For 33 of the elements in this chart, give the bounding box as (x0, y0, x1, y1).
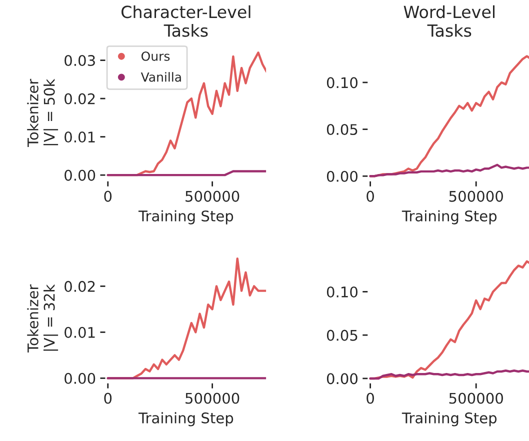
x-tick-label: 0 (366, 190, 374, 202)
x-axis-title: Training Step (138, 412, 234, 426)
x-tick-label: 0 (104, 392, 112, 404)
legend-label: Ours (142, 51, 170, 61)
x-tick-label: 500000 (186, 190, 240, 202)
x-tick-label: 500000 (186, 392, 240, 404)
y-tick-label: 0.03 (64, 55, 95, 66)
x-tick-label: 500000 (449, 392, 503, 404)
chart-title: Word-Level Tasks (404, 5, 495, 37)
y-tick-label: 0.01 (64, 326, 95, 338)
line-series (369, 370, 529, 380)
x-tick-label: 0 (366, 392, 374, 404)
y-tick-label: 0.05 (326, 124, 358, 136)
y-tick-label: 0.00 (326, 373, 358, 384)
y-tick-label: 0.02 (64, 280, 95, 292)
y-tick-label: 0.00 (64, 372, 96, 384)
x-tick-label: 0 (104, 190, 112, 202)
x-axis-title: Training Step (402, 412, 497, 426)
y-tick-label: 0.05 (326, 330, 358, 341)
x-axis-title: Training Step (138, 210, 234, 224)
y-axis-title: Tokenizer |V| = 50k (27, 78, 58, 148)
y-tick-label: 0.10 (326, 77, 358, 88)
y-tick-label: 0.02 (64, 93, 95, 104)
y-tick-label: 0.00 (326, 170, 358, 182)
x-axis-title: Training Step (402, 210, 497, 224)
legend-label: Vanilla (140, 72, 181, 82)
y-axis-title: Tokenizer |V| = 32k (27, 284, 58, 353)
x-tick-label: 500000 (449, 190, 503, 202)
chart-title: Character-Level Tasks (122, 5, 250, 37)
y-tick-label: 0.10 (326, 286, 358, 298)
y-tick-label: 0.01 (64, 132, 95, 143)
y-tick-label: 0.00 (64, 170, 96, 181)
line-series (369, 164, 529, 178)
